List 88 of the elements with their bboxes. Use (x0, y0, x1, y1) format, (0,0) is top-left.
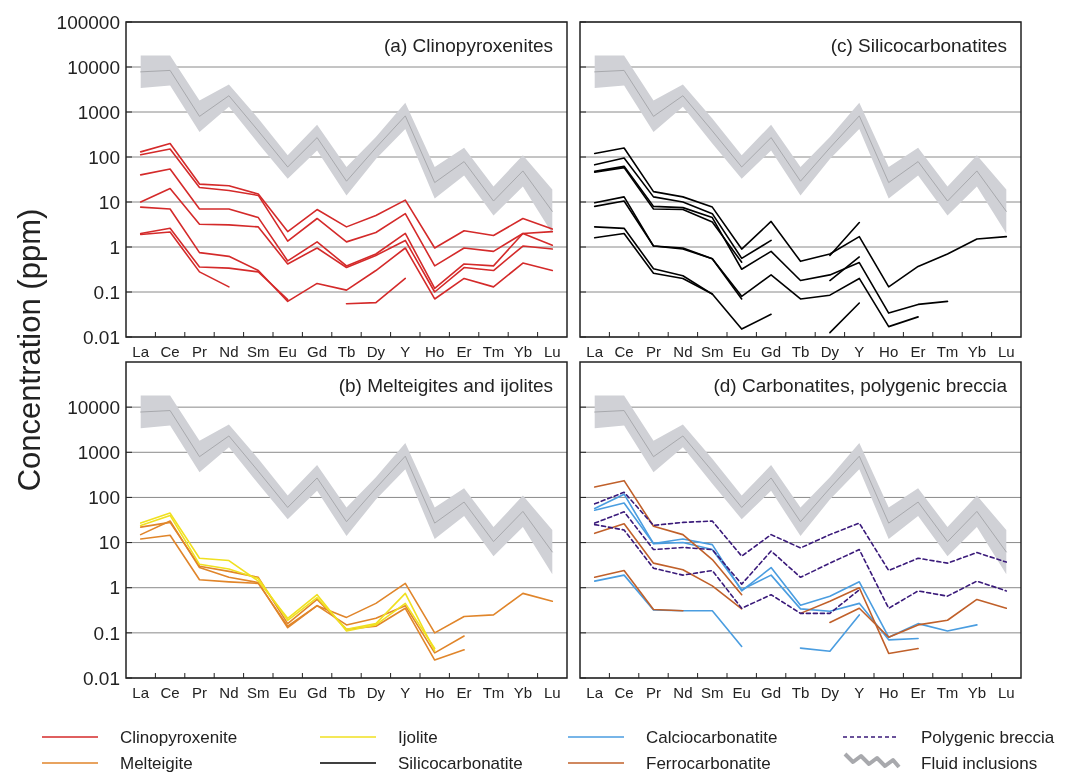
x-tick-label: Tb (791, 684, 810, 701)
y-tick-label: 10000 (67, 396, 120, 418)
x-tick-label: Pr (646, 684, 661, 701)
x-tick-label: La (586, 684, 604, 701)
legend-label: Polygenic breccia (921, 727, 1055, 747)
x-tick-label: Er (456, 684, 472, 701)
x-tick-label: Lu (543, 343, 561, 360)
x-tick-label: Tm (936, 343, 959, 360)
x-tick-label: Pr (192, 684, 207, 701)
x-tick-label: Ho (425, 343, 445, 360)
y-tick-label: 0.01 (83, 667, 120, 689)
y-tick-label: 1000 (77, 441, 120, 463)
x-tick-label: Sm (247, 684, 270, 701)
y-tick-label: 1 (109, 236, 120, 258)
x-tick-label: Y (400, 684, 411, 701)
x-tick-label: Lu (997, 684, 1015, 701)
x-tick-label: Y (854, 343, 865, 360)
legend-label: Clinopyroxenite (120, 727, 238, 747)
x-tick-label: La (586, 343, 604, 360)
x-tick-label: Tm (482, 343, 505, 360)
x-tick-label: Dy (820, 684, 840, 701)
y-tick-label: 0.1 (93, 622, 120, 644)
y-tick-label: 10000 (67, 56, 120, 78)
x-tick-label: Ho (879, 343, 899, 360)
x-tick-label: Ho (879, 684, 899, 701)
x-tick-label: Sm (247, 343, 270, 360)
y-tick-label: 0.01 (83, 326, 120, 348)
x-tick-label: Yb (513, 684, 533, 701)
text: (a) Clinopyroxenites (384, 35, 553, 56)
legend-label: Calciocarbonatite (646, 727, 778, 747)
x-tick-label: Ho (425, 684, 445, 701)
legend-label: Silicocarbonatite (398, 753, 523, 773)
x-tick-label: Ce (614, 684, 634, 701)
x-tick-label: Ce (614, 343, 634, 360)
text: (b) Melteigites and ijolites (338, 375, 553, 396)
x-tick-label: Y (400, 343, 411, 360)
x-tick-label: Tb (791, 343, 810, 360)
y-tick-label: 10 (98, 532, 120, 554)
x-tick-label: Gd (307, 343, 328, 360)
y-tick-label: 100000 (56, 11, 120, 33)
x-tick-label: Sm (701, 684, 724, 701)
legend-label: Melteigite (120, 753, 193, 773)
x-tick-label: Yb (967, 684, 987, 701)
x-tick-label: Eu (278, 684, 297, 701)
legend-label: Ferrocarbonatite (646, 753, 771, 773)
x-tick-label: Tb (337, 684, 356, 701)
x-tick-label: Tm (936, 684, 959, 701)
x-tick-label: La (132, 343, 150, 360)
y-tick-label: 1 (109, 577, 120, 599)
text: (c) Silicocarbonatites (830, 35, 1007, 56)
x-tick-label: Nd (219, 343, 239, 360)
y-axis-title: Concentration (ppm) (12, 208, 47, 492)
x-tick-label: Pr (646, 343, 661, 360)
x-tick-label: Yb (967, 343, 987, 360)
x-tick-label: Lu (997, 343, 1015, 360)
x-tick-label: Gd (307, 684, 328, 701)
y-tick-label: 0.1 (93, 281, 120, 303)
text: (d) Carbonatites, polygenic breccia (713, 375, 1008, 396)
x-tick-label: Lu (543, 684, 561, 701)
x-tick-label: Er (910, 684, 926, 701)
x-tick-label: Ce (160, 343, 180, 360)
x-tick-label: Tm (482, 684, 505, 701)
x-tick-label: Dy (366, 684, 386, 701)
x-tick-label: Gd (761, 684, 782, 701)
x-tick-label: Tb (337, 343, 356, 360)
x-tick-label: Er (456, 343, 472, 360)
x-tick-label: Eu (732, 343, 751, 360)
x-tick-label: Pr (192, 343, 207, 360)
y-tick-label: 100 (88, 146, 120, 168)
x-tick-label: Nd (673, 684, 693, 701)
x-tick-label: Sm (701, 343, 724, 360)
x-tick-label: Yb (513, 343, 533, 360)
x-tick-label: Nd (219, 684, 239, 701)
legend-label: Ijolite (398, 727, 438, 747)
x-tick-label: Eu (278, 343, 297, 360)
x-tick-label: Eu (732, 684, 751, 701)
x-tick-label: Y (854, 684, 865, 701)
x-tick-label: Nd (673, 343, 693, 360)
x-tick-label: Ce (160, 684, 180, 701)
legend-label: Fluid inclusions (921, 753, 1038, 773)
x-tick-label: Er (910, 343, 926, 360)
x-tick-label: La (132, 684, 150, 701)
y-tick-label: 1000 (77, 101, 120, 123)
y-tick-label: 10 (98, 191, 120, 213)
y-tick-label: 100 (88, 487, 120, 509)
x-tick-label: Dy (820, 343, 840, 360)
x-tick-label: Gd (761, 343, 782, 360)
x-tick-label: Dy (366, 343, 386, 360)
